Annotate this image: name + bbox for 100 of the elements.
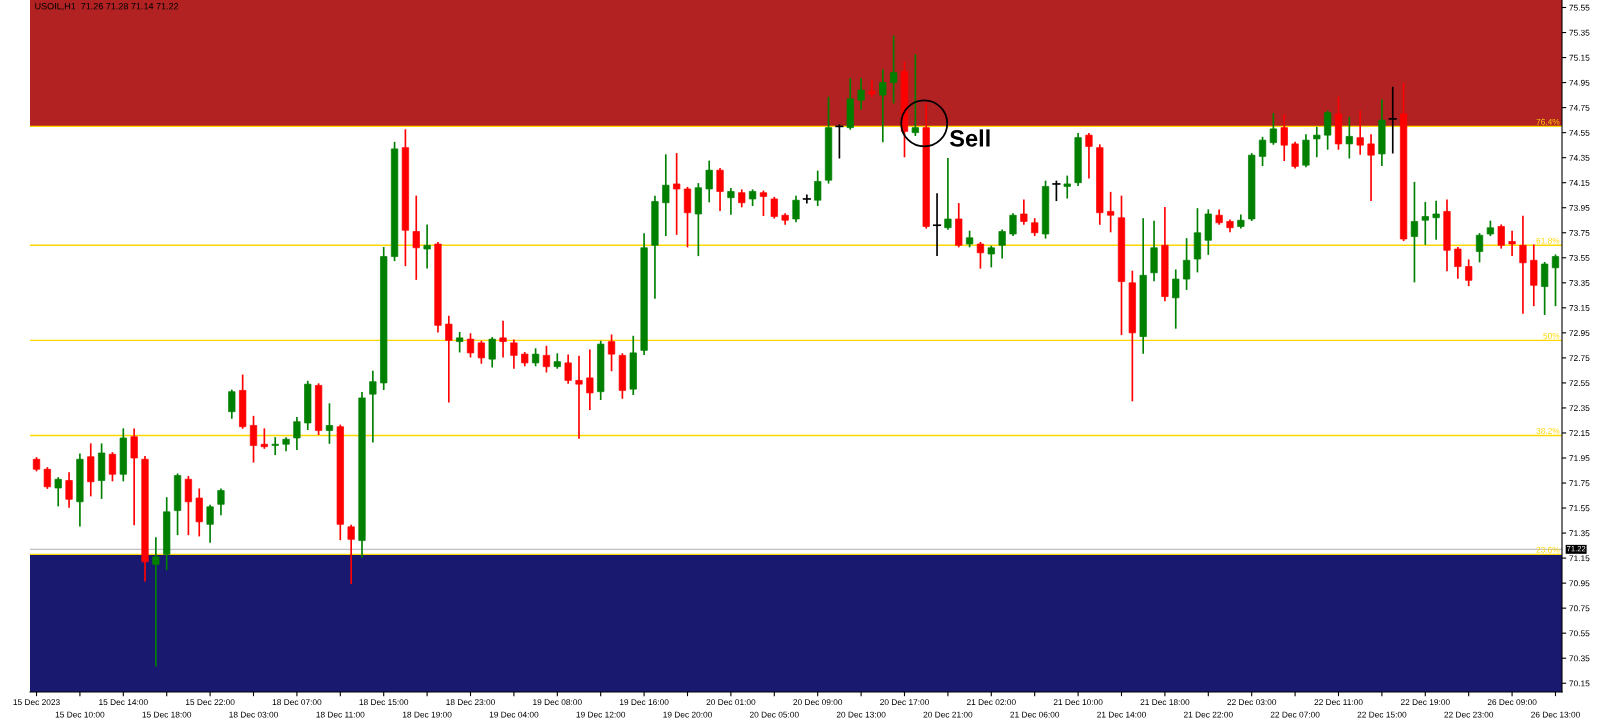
- candlestick: [65, 472, 73, 508]
- candlestick: [1085, 133, 1093, 179]
- candlestick: [998, 229, 1006, 259]
- y-tick-label: 74.35: [1569, 154, 1590, 161]
- x-tick-label: 15 Dec 10:00: [55, 711, 105, 718]
- candlestick: [1345, 116, 1353, 159]
- candlestick: [716, 168, 724, 212]
- x-tick-label: 15 Dec 14:00: [99, 699, 148, 706]
- y-tick-label: 73.35: [1569, 280, 1590, 286]
- candlestick: [879, 69, 887, 143]
- annotation: 76.4%: [1536, 118, 1560, 125]
- y-tick-label: 72.35: [1569, 405, 1590, 412]
- x-tick-label: 22 Dec 11:00: [1314, 699, 1363, 706]
- candlestick: [1475, 233, 1484, 263]
- x-tick-label: 22 Dec 23:00: [1444, 711, 1494, 718]
- candlestick: [466, 333, 475, 358]
- x-tick-label: 20 Dec 21:00: [923, 711, 973, 718]
- chart-title: USOIL,H1 71.26 71.28 71.14 71.22: [35, 3, 179, 11]
- candlestick: [770, 196, 778, 219]
- candlestick: [152, 537, 160, 667]
- candlestick: [499, 320, 507, 358]
- candlestick: [1410, 181, 1419, 283]
- candlestick: [1020, 199, 1028, 225]
- x-tick-label: 22 Dec 07:00: [1270, 711, 1320, 718]
- y-tick-label: 71.75: [1569, 480, 1590, 487]
- candlestick: [890, 35, 898, 104]
- candlestick: [43, 467, 51, 489]
- y-tick-label: 70.95: [1569, 580, 1590, 587]
- x-tick-label: 19 Dec 12:00: [576, 711, 626, 718]
- candlestick: [217, 488, 225, 516]
- candlestick: [423, 224, 431, 269]
- candlestick: [54, 477, 62, 507]
- candlestick: [347, 524, 355, 584]
- y-tick-label: 71.35: [1569, 530, 1590, 537]
- annotation: 38.2%: [1536, 427, 1560, 434]
- candlestick: [1465, 259, 1473, 287]
- candlestick: [1356, 110, 1364, 155]
- y-tick-label: 75.35: [1569, 29, 1590, 36]
- candlestick: [1172, 269, 1180, 329]
- y-tick-label: 70.75: [1569, 605, 1590, 612]
- annotation: Sell: [949, 129, 990, 147]
- candlestick: [1313, 126, 1321, 158]
- x-tick-label: 20 Dec 13:00: [836, 711, 886, 718]
- x-tick-label: 18 Dec 03:00: [229, 711, 278, 718]
- candlestick: [1421, 201, 1429, 245]
- candlestick: [445, 315, 453, 403]
- candlestick: [195, 488, 203, 537]
- y-tick-label: 75.15: [1569, 54, 1590, 61]
- candlestick: [1280, 114, 1288, 162]
- candlestick: [792, 195, 800, 223]
- candlestick: [814, 170, 822, 207]
- candlestick: [1324, 110, 1332, 150]
- y-tick-label: 72.95: [1569, 330, 1590, 336]
- candlestick: [488, 337, 496, 368]
- y-tick-label: 71.55: [1569, 505, 1590, 512]
- annotation: 50%: [1543, 332, 1560, 339]
- candlestick: [1052, 180, 1061, 202]
- y-tick-label: 73.95: [1569, 204, 1590, 211]
- x-tick-label: 15 Dec 18:00: [142, 711, 192, 718]
- x-tick-label: 19 Dec 16:00: [619, 699, 669, 706]
- candlestick: [987, 245, 995, 268]
- candlestick: [184, 475, 193, 536]
- x-tick-label: 19 Dec 20:00: [663, 711, 712, 718]
- x-tick-label: 26 Dec 13:00: [1531, 711, 1580, 718]
- x-tick-label: 18 Dec 15:00: [359, 699, 409, 706]
- candlestick: [564, 354, 572, 384]
- candlestick: [1009, 213, 1017, 237]
- candlestick: [1551, 254, 1560, 307]
- candlestick: [662, 154, 670, 237]
- y-tick-label: 75.55: [1569, 4, 1590, 11]
- candlestick: [932, 193, 942, 257]
- x-tick-label: 18 Dec 23:00: [446, 699, 495, 706]
- candlestick: [727, 188, 735, 215]
- candlestick: [1063, 175, 1071, 199]
- candlestick: [586, 349, 594, 411]
- y-tick-label: 73.15: [1569, 305, 1590, 311]
- candlestick: [857, 78, 865, 110]
- candlestick: [108, 452, 117, 482]
- candlestick: [293, 417, 301, 451]
- candlestick: [456, 332, 464, 353]
- y-tick-label: 72.15: [1569, 430, 1590, 437]
- candlestick: [1432, 200, 1440, 240]
- candlestick: [1291, 141, 1299, 169]
- y-tick-label: 71.95: [1569, 455, 1590, 462]
- y-tick-label: 74.95: [1569, 79, 1590, 86]
- x-tick-label: 19 Dec 08:00: [533, 699, 582, 706]
- candlestick: [477, 340, 485, 364]
- y-tick-label: 71.15: [1569, 555, 1590, 562]
- candlestick: [802, 194, 811, 204]
- y-tick-label: 73.55: [1569, 254, 1590, 261]
- x-tick-label: 18 Dec 11:00: [316, 711, 365, 718]
- candlestick: [249, 415, 258, 463]
- annotation: 23.6%: [1536, 546, 1560, 553]
- candlestick: [228, 389, 236, 419]
- candlestick: [1182, 238, 1191, 290]
- x-tick-label: 15 Dec 22:00: [185, 699, 235, 706]
- candlestick: [412, 195, 420, 280]
- x-tick-label: 20 Dec 17:00: [880, 699, 929, 706]
- candlestick: [260, 428, 268, 449]
- candlestick: [1541, 261, 1549, 315]
